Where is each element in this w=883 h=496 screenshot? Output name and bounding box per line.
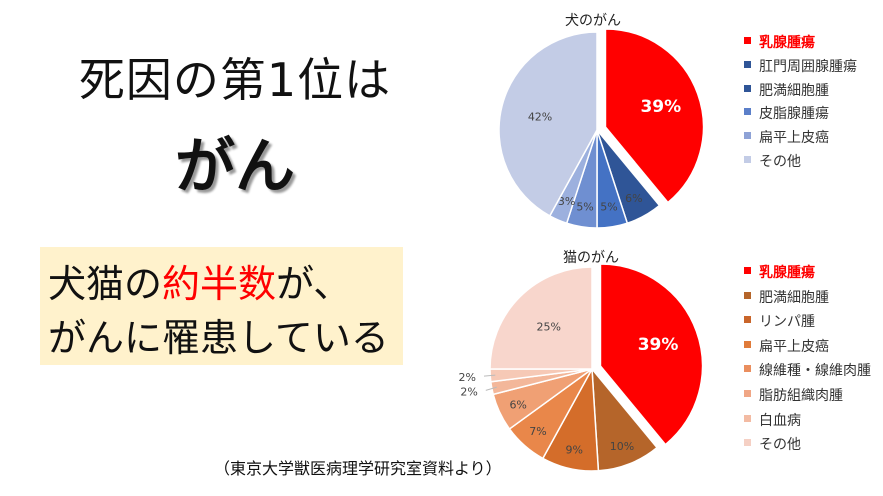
dog-data-label-2: 5% xyxy=(600,200,617,213)
summary-text-part3: が、 xyxy=(276,262,352,306)
dog-legend-swatch xyxy=(744,108,751,116)
cat-legend-label: 脂肪組織肉腫 xyxy=(759,388,843,404)
cat-leader-line-5 xyxy=(485,386,497,391)
dog-legend-swatch xyxy=(744,132,751,140)
cat-legend-label: 扁平上皮癌 xyxy=(759,338,829,355)
cat-data-label-2: 9% xyxy=(565,444,582,457)
cat-legend-label: 乳腺腫瘍 xyxy=(759,265,815,281)
cat-data-label-5: 2% xyxy=(460,385,477,398)
cat-data-label-3: 7% xyxy=(529,425,546,438)
cat-legend-swatch xyxy=(744,340,751,348)
dog-legend-label: 乳腺腫瘍 xyxy=(759,35,815,51)
cat-data-label-7: 25% xyxy=(536,321,560,334)
summary-text-part1: 犬猫の xyxy=(48,262,163,306)
dog-legend-label: 肥満細胞腫 xyxy=(759,82,829,99)
summary-highlight: 約半数 xyxy=(162,262,277,306)
source-note: （東京大学獣医病理学研究室資料より） xyxy=(214,459,502,478)
dog-data-label-0: 39% xyxy=(640,97,681,117)
dog-data-label-3: 5% xyxy=(576,200,593,213)
summary-line1: 犬猫の約半数が、 xyxy=(48,253,351,308)
dog-data-label-4: 3% xyxy=(558,195,575,208)
cat-legend-label: 線維種・線維肉腫 xyxy=(759,363,871,380)
summary-line2: がんに罹患している xyxy=(48,316,389,360)
cat-legend-swatch xyxy=(744,267,751,274)
dog-legend-label: 肛門周囲腺腫瘍 xyxy=(759,58,857,75)
cat-legend-swatch xyxy=(744,390,751,397)
dog-legend-label: 皮脂腺腫瘍 xyxy=(759,106,829,123)
dog-legend-label: 扁平上皮癌 xyxy=(759,130,829,147)
dog-data-label-1: 6% xyxy=(625,192,642,205)
dog-legend-label: その他 xyxy=(759,154,801,170)
cat-data-label-0: 39% xyxy=(638,335,679,355)
dog-chart-title: 犬のがん xyxy=(565,13,621,29)
cat-slice-7 xyxy=(489,266,593,370)
cat-data-label-6: 2% xyxy=(459,371,476,384)
cat-legend-label: リンパ腫 xyxy=(759,314,815,331)
cat-chart-title: 猫のがん xyxy=(563,250,619,266)
cat-legend-label: 肥満細胞腫 xyxy=(759,289,829,306)
dog-legend-swatch xyxy=(744,156,751,163)
cat-slice-0 xyxy=(599,263,704,446)
headline-line2: がん xyxy=(175,132,295,202)
dog-legend-swatch xyxy=(744,60,751,68)
dog-legend-swatch xyxy=(744,37,751,44)
dog-slice-0 xyxy=(604,28,705,204)
dog-data-label-5: 42% xyxy=(528,110,552,123)
cat-legend-swatch xyxy=(744,365,751,373)
cat-legend-swatch xyxy=(744,439,751,447)
dog-legend-swatch xyxy=(744,84,751,92)
cat-legend-label: 白血病 xyxy=(759,412,801,429)
headline-line1: 死因の第1位は xyxy=(78,53,392,107)
cat-leader-line-6 xyxy=(483,374,496,377)
cat-data-label-1: 10% xyxy=(610,440,634,453)
cat-legend-swatch xyxy=(744,291,751,299)
cat-legend-swatch xyxy=(744,316,751,324)
dog-slice-5 xyxy=(498,31,598,217)
summary-box: 犬猫の約半数が、 がんに罹患している xyxy=(40,247,403,365)
cat-data-label-4: 6% xyxy=(509,399,526,412)
cat-legend-label: その他 xyxy=(759,437,801,454)
cat-legend-swatch xyxy=(744,414,751,422)
